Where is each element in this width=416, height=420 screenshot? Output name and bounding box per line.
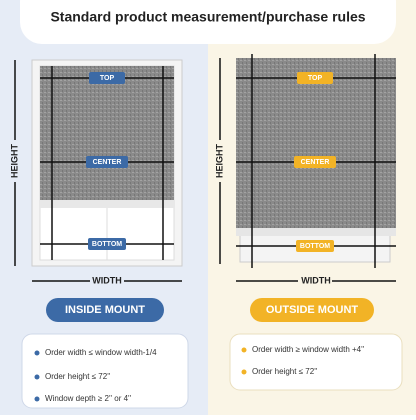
rule: Order width ≤ window width-1/4 <box>45 348 157 357</box>
height-label: HEIGHT <box>214 144 224 179</box>
height-label: HEIGHT <box>9 144 19 179</box>
title: Standard product measurement/purchase ru… <box>50 9 365 25</box>
width-label: WIDTH <box>301 275 331 285</box>
rule: Order height ≤ 72'' <box>45 372 111 381</box>
bottom-label: BOTTOM <box>92 241 122 248</box>
rule: Window depth ≥ 2'' or 4'' <box>45 394 132 403</box>
top-label: TOP <box>100 75 115 82</box>
width-label: WIDTH <box>92 275 122 285</box>
mount-title: OUTSIDE MOUNT <box>266 304 359 316</box>
title-band <box>20 0 396 44</box>
mount-title: INSIDE MOUNT <box>65 304 145 316</box>
rule: Order width ≥ window width +4'' <box>252 345 365 354</box>
bottom-label: BOTTOM <box>300 243 330 250</box>
inside-window <box>14 59 183 282</box>
rules-card <box>21 333 189 409</box>
rules-card <box>229 333 403 391</box>
mount-pill <box>46 298 164 322</box>
mount-pill <box>250 298 374 322</box>
top-label: TOP <box>308 75 323 82</box>
outside-window <box>219 54 396 282</box>
center-label: CENTER <box>301 159 330 166</box>
center-label: CENTER <box>93 159 122 166</box>
rule: Order height ≤ 72'' <box>252 367 318 376</box>
